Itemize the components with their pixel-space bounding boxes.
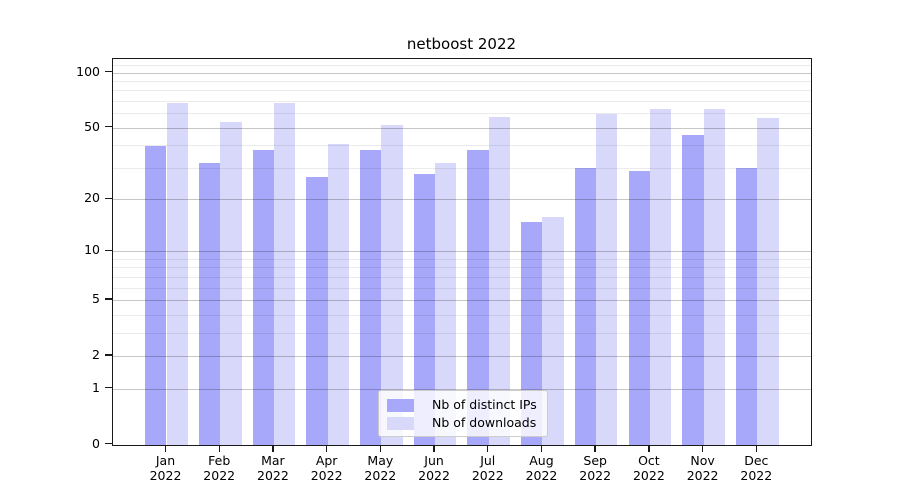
gridline-y-20 xyxy=(113,199,811,201)
legend: Nb of distinct IPs Nb of downloads xyxy=(378,390,548,437)
legend-item-downloads: Nb of downloads xyxy=(387,415,539,431)
bar-distinct-ips-oct xyxy=(628,171,650,445)
bar-downloads-mar xyxy=(273,102,296,445)
plot-area xyxy=(112,58,812,446)
y-tick-label-1: 1 xyxy=(92,379,100,395)
bar-distinct-ips-may xyxy=(360,149,382,445)
bar-distinct-ips-jul xyxy=(467,149,489,445)
gridline-y-5 xyxy=(113,300,811,302)
gridline-y-7 xyxy=(113,276,811,278)
legend-item-distinct-ips: Nb of distinct IPs xyxy=(387,397,539,413)
gridline-y-40 xyxy=(113,145,811,147)
chart-title: netboost 2022 xyxy=(406,35,517,53)
bar-distinct-ips-dec xyxy=(736,168,758,445)
y-tick-label-10: 10 xyxy=(84,242,100,258)
bar-downloads-dec xyxy=(757,117,779,445)
y-tick-label-50: 50 xyxy=(84,118,100,134)
y-tick-mark-50 xyxy=(105,126,112,128)
x-tick-label-oct: Oct 2022 xyxy=(632,452,665,483)
gridline-y-60 xyxy=(113,113,811,115)
bar-distinct-ips-feb xyxy=(198,163,221,445)
x-tick-label-mar: Mar 2022 xyxy=(257,452,289,483)
gridline-y-70 xyxy=(113,101,811,103)
legend-swatch-downloads xyxy=(387,416,414,430)
gridline-y-8 xyxy=(113,267,811,269)
x-tick-label-sep: Sep 2022 xyxy=(579,452,612,483)
x-tick-mark-nov xyxy=(701,445,704,452)
x-tick-mark-feb xyxy=(218,445,220,452)
x-tick-mark-jan xyxy=(164,445,167,452)
bar-distinct-ips-jun xyxy=(413,173,436,445)
x-tick-mark-dec xyxy=(755,445,757,452)
legend-label-downloads: Nb of downloads xyxy=(432,415,537,430)
x-tick-mark-apr xyxy=(325,445,328,452)
x-tick-label-aug: Aug 2022 xyxy=(525,452,558,483)
y-tick-mark-2 xyxy=(105,354,112,356)
x-tick-label-may: May 2022 xyxy=(364,452,397,483)
x-tick-mark-aug xyxy=(540,445,543,452)
gridline-y-30 xyxy=(113,167,811,169)
y-tick-label-2: 2 xyxy=(92,346,100,362)
x-tick-mark-sep xyxy=(594,445,596,452)
gridline-y-90 xyxy=(113,81,811,83)
gridline-y-3 xyxy=(113,332,811,334)
bar-distinct-ips-aug xyxy=(521,221,543,445)
gridline-y-80 xyxy=(113,90,811,92)
bar-downloads-jan xyxy=(166,102,188,445)
bar-distinct-ips-apr xyxy=(306,176,328,445)
y-tick-label-5: 5 xyxy=(92,291,100,307)
y-tick-mark-100 xyxy=(105,70,112,73)
y-tick-mark-1 xyxy=(105,386,112,389)
bar-downloads-sep xyxy=(596,113,618,445)
x-tick-mark-jun xyxy=(433,445,435,452)
y-tick-mark-0 xyxy=(105,442,112,445)
bar-downloads-feb xyxy=(220,122,242,445)
x-tick-label-nov: Nov 2022 xyxy=(686,452,719,483)
x-tick-mark-oct xyxy=(648,445,650,452)
y-tick-mark-10 xyxy=(105,249,112,251)
x-tick-label-apr: Apr 2022 xyxy=(310,452,343,483)
x-tick-mark-jul xyxy=(487,445,489,452)
bar-downloads-jul xyxy=(488,116,511,445)
y-tick-mark-20 xyxy=(105,197,112,199)
gridline-y-100 xyxy=(113,72,811,74)
gridline-y-110 xyxy=(113,65,811,67)
bar-downloads-oct xyxy=(649,108,672,445)
gridline-y-50 xyxy=(113,127,811,129)
x-tick-label-jun: Jun 2022 xyxy=(418,452,450,483)
x-tick-mark-mar xyxy=(272,445,274,452)
gridline-y-10 xyxy=(113,251,811,253)
gridline-y-4 xyxy=(113,314,811,316)
x-tick-mark-may xyxy=(379,445,382,452)
bar-downloads-may xyxy=(381,125,403,445)
bar-downloads-nov xyxy=(703,108,725,445)
gridline-y-1 xyxy=(113,388,811,390)
bar-downloads-apr xyxy=(327,143,349,445)
bar-distinct-ips-sep xyxy=(574,168,597,445)
x-tick-label-jul: Jul 2022 xyxy=(471,452,504,483)
bar-distinct-ips-jan xyxy=(145,145,167,445)
bar-distinct-ips-mar xyxy=(252,149,274,445)
legend-label-distinct-ips: Nb of distinct IPs xyxy=(432,397,537,412)
bar-downloads-jun xyxy=(435,163,457,445)
y-tick-label-0: 0 xyxy=(92,435,100,451)
legend-swatch-distinct-ips xyxy=(387,398,414,412)
gridline-y-9 xyxy=(113,259,811,260)
x-tick-label-dec: Dec 2022 xyxy=(740,452,773,483)
x-tick-label-feb: Feb 2022 xyxy=(203,452,236,483)
bar-downloads-aug xyxy=(542,216,564,445)
bar-distinct-ips-nov xyxy=(682,134,704,445)
y-tick-mark-5 xyxy=(105,298,112,300)
y-tick-label-100: 100 xyxy=(76,63,100,79)
gridline-y-2 xyxy=(113,355,811,357)
gridline-y-6 xyxy=(113,287,811,289)
y-tick-label-20: 20 xyxy=(84,190,100,206)
x-tick-label-jan: Jan 2022 xyxy=(149,452,182,483)
